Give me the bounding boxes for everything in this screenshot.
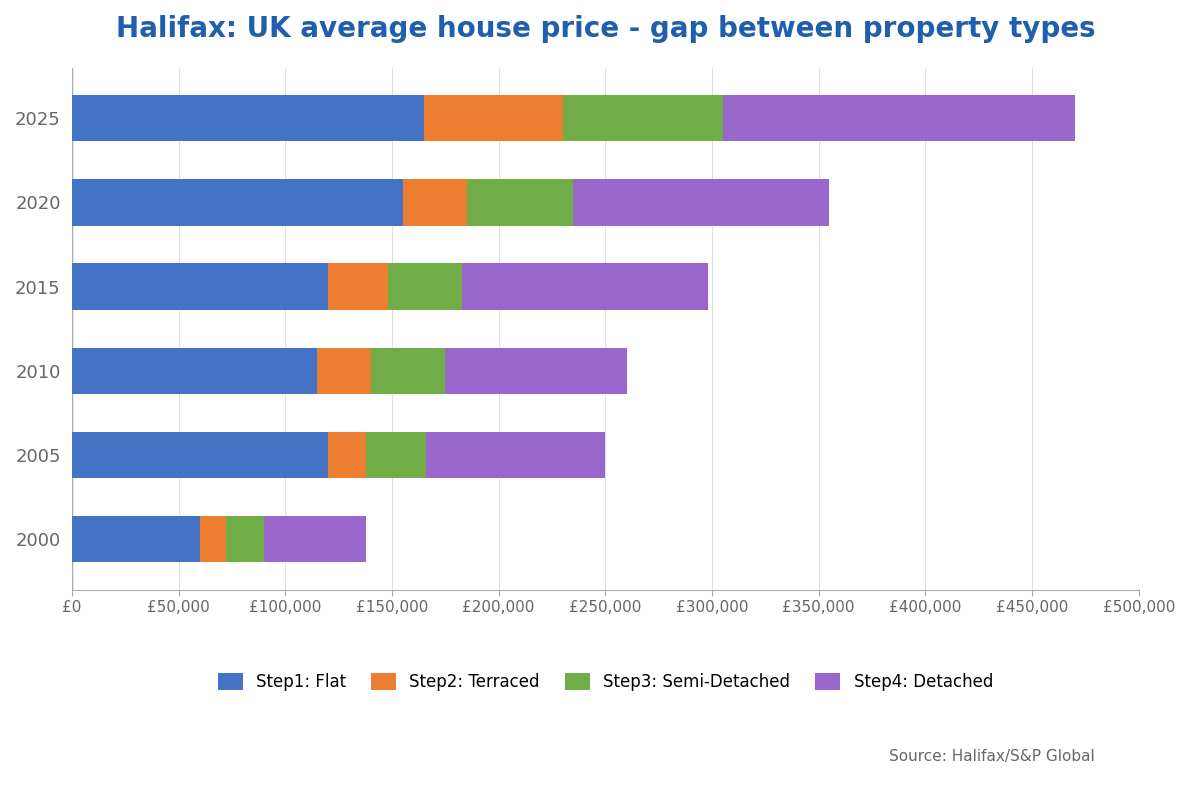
Bar (722, 95, 1075, 141)
Bar (563, 95, 722, 141)
Bar (426, 432, 606, 478)
Bar (71, 432, 328, 478)
Title: Halifax: UK average house price - gap between property types: Halifax: UK average house price - gap be… (115, 15, 1095, 43)
Bar (318, 348, 370, 394)
Bar (225, 516, 264, 563)
Bar (463, 263, 708, 310)
Bar (328, 432, 367, 478)
Bar (445, 348, 627, 394)
Bar (574, 179, 829, 225)
Bar (328, 263, 388, 310)
Text: Source: Halifax/S&P Global: Source: Halifax/S&P Global (889, 749, 1095, 764)
Legend: Step1: Flat, Step2: Terraced, Step3: Semi-Detached, Step4: Detached: Step1: Flat, Step2: Terraced, Step3: Sem… (211, 666, 1000, 697)
Bar (71, 263, 328, 310)
Bar (402, 179, 466, 225)
Bar (466, 179, 574, 225)
Bar (200, 516, 225, 563)
Bar (71, 516, 200, 563)
Bar (71, 95, 424, 141)
Bar (424, 95, 563, 141)
Bar (71, 179, 402, 225)
Bar (71, 348, 318, 394)
Bar (388, 263, 463, 310)
Bar (367, 432, 426, 478)
Bar (264, 516, 367, 563)
Bar (370, 348, 445, 394)
